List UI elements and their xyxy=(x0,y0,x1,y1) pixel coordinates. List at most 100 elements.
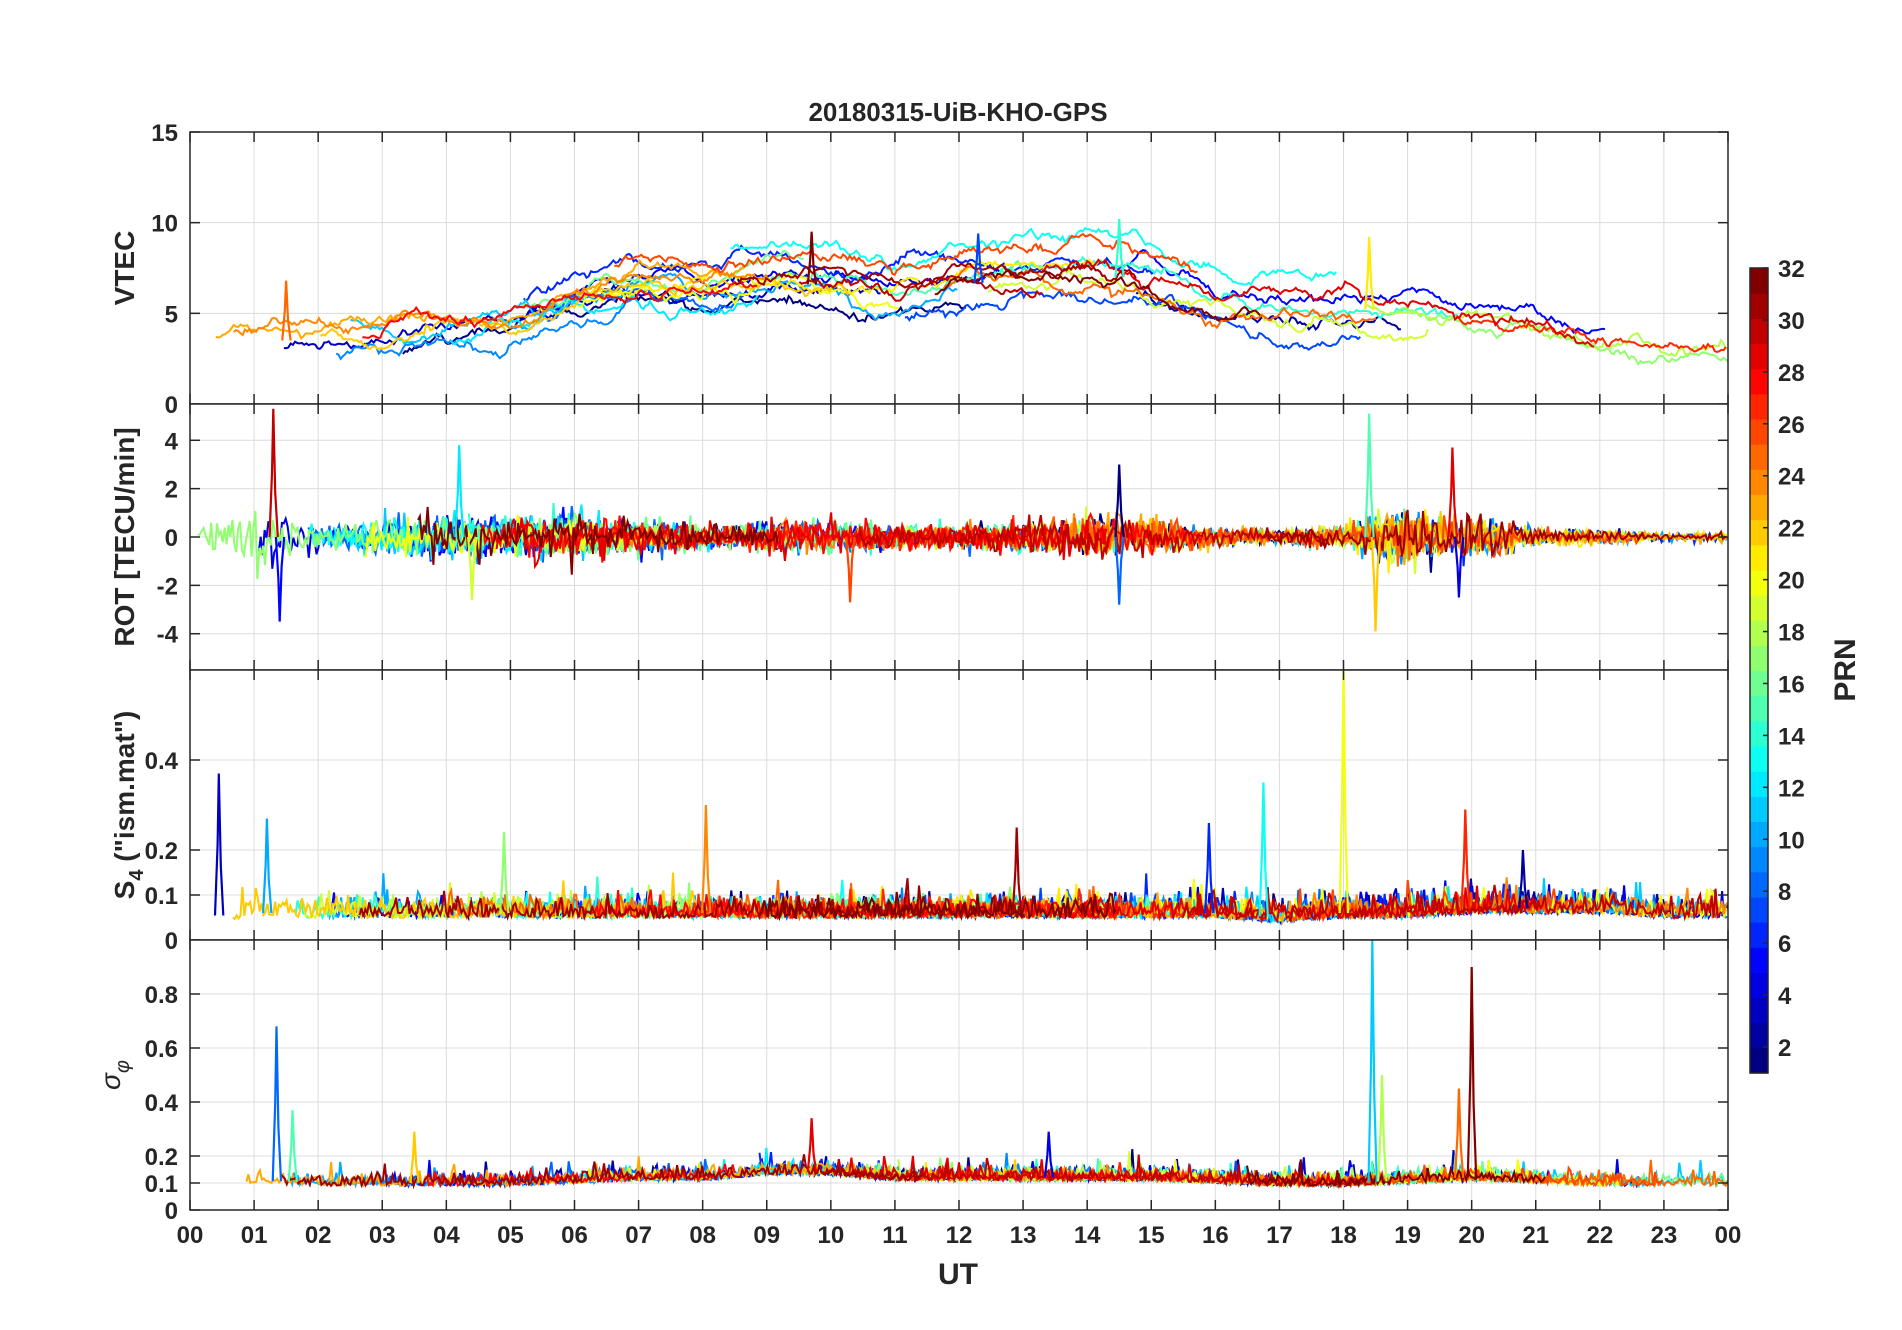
series-spike xyxy=(1338,670,1350,914)
colorbar-segment xyxy=(1750,645,1768,672)
x-tick-label: 00 xyxy=(177,1222,204,1249)
colorbar-segment xyxy=(1750,1047,1768,1074)
series-line-prn-1 xyxy=(402,290,966,355)
series-line-prn-32 xyxy=(1246,1159,1546,1190)
colorbar-tick-label: 14 xyxy=(1778,723,1805,750)
series-spike xyxy=(1204,822,1215,914)
colorbar-tick-label: 32 xyxy=(1778,256,1805,283)
x-tick-label: 02 xyxy=(305,1222,332,1249)
series-line-prn-30 xyxy=(855,514,1331,560)
y-tick-label: 0 xyxy=(165,525,178,552)
series-line-prn-29 xyxy=(1041,258,1595,348)
x-tick-label: 21 xyxy=(1522,1222,1549,1249)
colorbar-segment xyxy=(1750,1022,1768,1049)
series-line-prn-31 xyxy=(1262,509,1728,559)
colorbar-segment xyxy=(1750,620,1768,646)
y-tick-label: 0.4 xyxy=(145,1090,179,1117)
x-tick-label: 01 xyxy=(241,1222,268,1249)
series-spike xyxy=(1460,809,1471,910)
series-line-prn-32 xyxy=(759,891,1117,922)
series-spike xyxy=(1114,464,1125,538)
x-tick-label: 04 xyxy=(433,1222,460,1249)
y-tick-label: 5 xyxy=(165,301,178,328)
colorbar-tick-label: 10 xyxy=(1778,827,1805,854)
y-axis-label-main: S xyxy=(109,881,140,900)
series-spike xyxy=(973,233,984,283)
colorbar-segment xyxy=(1750,947,1768,973)
colorbar-segment xyxy=(1750,293,1768,319)
x-tick-marks xyxy=(189,670,1729,940)
panel-s4: 00.10.20.4S4 ("ism.mat") xyxy=(109,669,1729,955)
x-tick-label: 03 xyxy=(369,1222,396,1249)
colorbar-segment xyxy=(1750,268,1768,294)
colorbar-segment xyxy=(1750,469,1768,496)
colorbar-segment xyxy=(1750,368,1768,395)
series-spike xyxy=(454,445,465,538)
chart-title: 20180315-UiB-KHO-GPS xyxy=(808,97,1107,127)
series-spike xyxy=(1518,849,1529,909)
x-tick-label: 11 xyxy=(882,1222,907,1249)
series-line-prn-13 xyxy=(730,226,1337,287)
y-axis-label-subscript: φ xyxy=(112,1060,134,1073)
x-tick-label: 00 xyxy=(1715,1222,1742,1249)
x-axis-label: UT xyxy=(938,1258,978,1291)
colorbar-segment xyxy=(1750,896,1768,923)
series-line-prn-31 xyxy=(734,262,1137,289)
series-line-prn-30 xyxy=(798,274,1042,302)
series-line-prn-28 xyxy=(362,280,758,339)
series-line-prn-31 xyxy=(280,1154,926,1190)
y-tick-label: 0.8 xyxy=(145,982,178,1009)
series-spike xyxy=(1453,536,1465,598)
series-line-prn-12 xyxy=(449,294,759,346)
panel-vtec: 0 5 10 15 VTEC xyxy=(109,120,1729,419)
colorbar-label: PRN xyxy=(1829,638,1862,701)
series-spike xyxy=(271,1026,283,1182)
y-axis-label: σφ xyxy=(95,1060,134,1090)
colorbar-segment xyxy=(1750,595,1768,621)
colorbar-segment xyxy=(1750,771,1768,797)
y-axis-label: VTEC xyxy=(109,231,140,306)
colorbar-segment xyxy=(1750,444,1768,470)
colorbar-tick-label: 8 xyxy=(1778,879,1791,906)
colorbar-segment xyxy=(1750,318,1768,345)
colorbar-segment xyxy=(1750,569,1768,596)
series-spike xyxy=(262,818,273,914)
series-line-prn-30 xyxy=(1182,884,1723,924)
colorbar-tick-label: 4 xyxy=(1778,983,1792,1010)
y-tick-label: 0 xyxy=(165,1198,178,1225)
colorbar-segment xyxy=(1750,494,1768,521)
series-spike xyxy=(213,773,225,916)
series-spike xyxy=(1453,1088,1465,1179)
series-spike xyxy=(1367,940,1378,1182)
y-tick-label: 0.1 xyxy=(145,1171,178,1198)
x-tick-label: 13 xyxy=(1010,1222,1037,1249)
x-tick-label: 12 xyxy=(946,1222,973,1249)
panel-sigma-phi: 00.10.2 0.4 0.6 0.8 σφ xyxy=(95,939,1729,1225)
x-tick-label: 15 xyxy=(1138,1222,1165,1249)
series-line-prn-29 xyxy=(495,512,1107,570)
series-spike xyxy=(1114,536,1125,605)
colorbar-tick-label: 28 xyxy=(1778,360,1805,387)
y-axis: -4 -2 0 2 4 xyxy=(157,428,1728,649)
colorbar-tick-label: 22 xyxy=(1778,516,1805,543)
series-spike xyxy=(409,1131,420,1184)
y-axis-label: ROT [TECU/min] xyxy=(109,427,140,646)
series-spike xyxy=(1011,827,1023,914)
colorbar-segment xyxy=(1750,670,1768,697)
y-axis: 0 0.1 0.2 0.4 xyxy=(145,748,1728,955)
series-group xyxy=(213,670,1728,927)
colorbar-segment xyxy=(1750,695,1768,722)
colorbar-segment xyxy=(1750,720,1768,747)
series-line-prn-28 xyxy=(582,889,1119,922)
y-tick-label: 2 xyxy=(165,477,178,504)
series-spike xyxy=(1364,237,1375,310)
series-group xyxy=(215,218,1728,367)
x-tick-label: 10 xyxy=(817,1222,844,1249)
y-tick-label: -2 xyxy=(157,573,178,600)
x-tick-marks xyxy=(189,132,1729,404)
y-axis-label-main: σ xyxy=(95,1072,126,1090)
x-tick-label: 23 xyxy=(1651,1222,1678,1249)
series-spike xyxy=(1258,782,1269,917)
